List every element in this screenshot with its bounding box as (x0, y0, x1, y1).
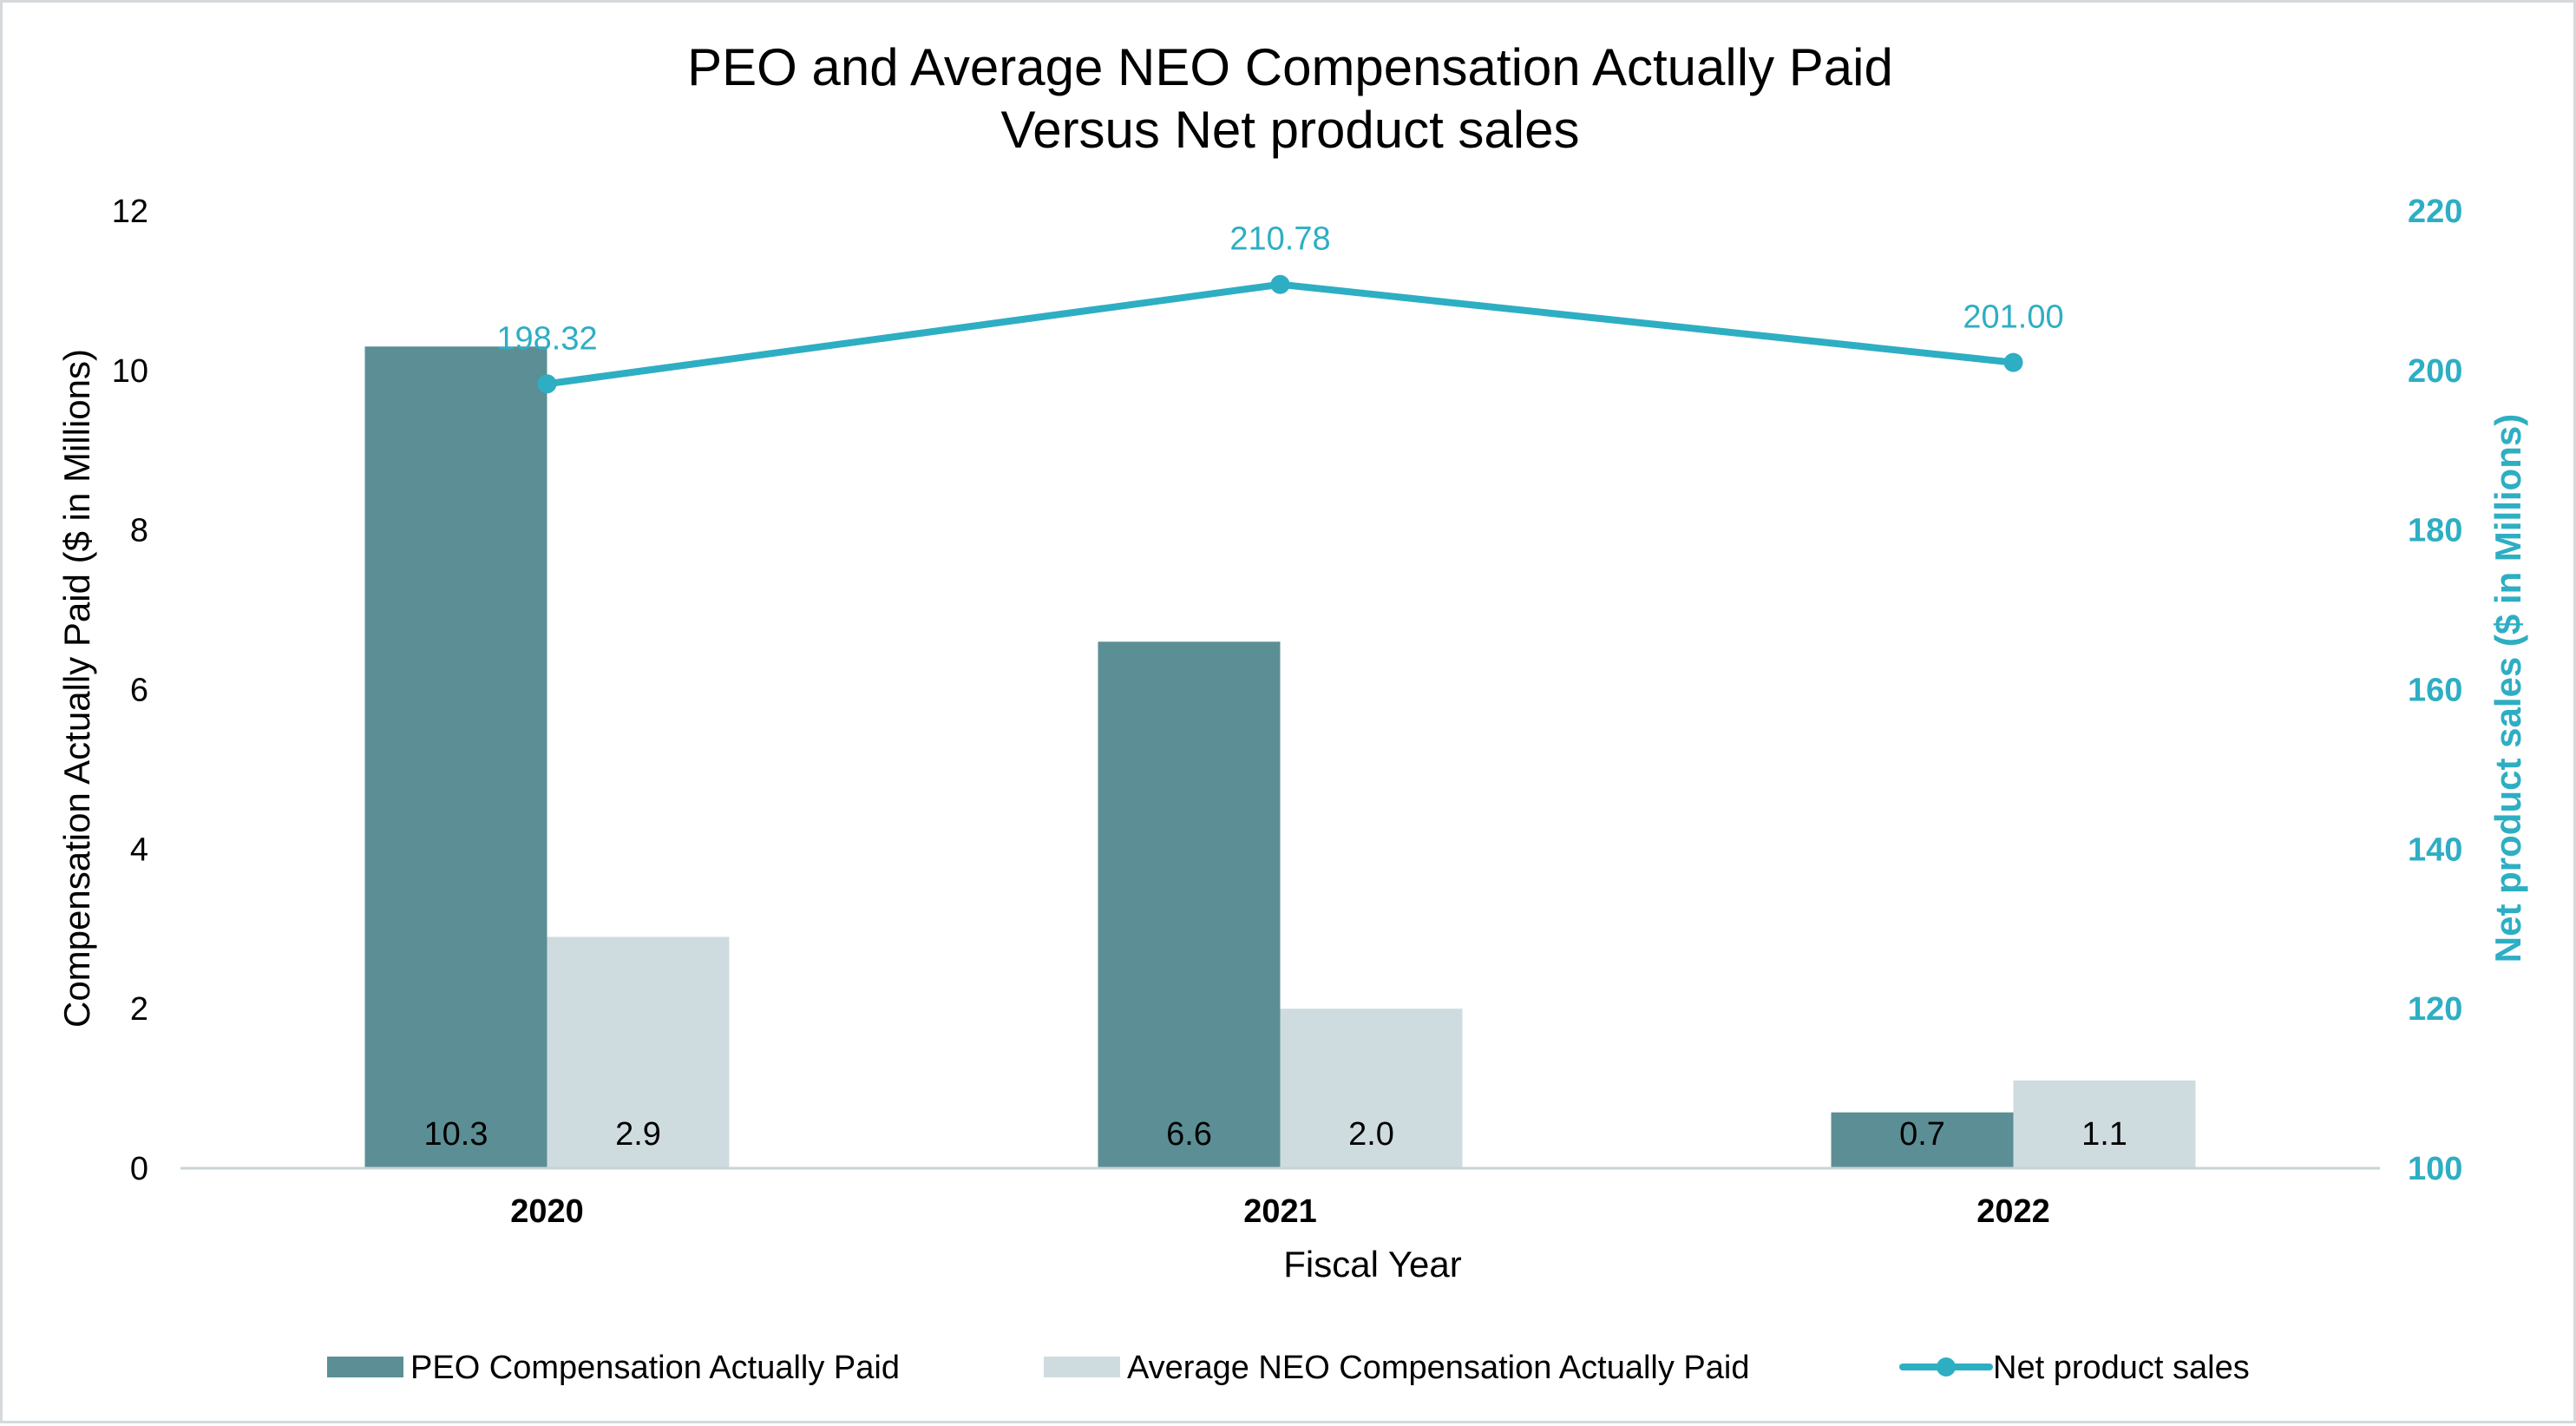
legend: PEO Compensation Actually Paid Average NE… (327, 1350, 2250, 1386)
y-tick-right: 200 (2408, 353, 2462, 390)
line-data-label: 198.32 (496, 320, 597, 357)
y-tick-right: 140 (2408, 831, 2462, 868)
legend-swatch (1044, 1357, 1120, 1377)
y-tick-right: 220 (2408, 194, 2462, 230)
y-tick-right: 100 (2408, 1151, 2462, 1187)
legend-label: PEO Compensation Actually Paid (410, 1350, 900, 1386)
bar-peo (1831, 1112, 2014, 1168)
legend-marker (1937, 1357, 1956, 1377)
bar-data-label: 0.7 (1899, 1116, 1945, 1153)
y-tick-left: 12 (112, 194, 148, 230)
chart-svg: PEO and Average NEO Compensation Actuall… (56, 38, 2528, 1386)
x-tick-label: 2021 (1243, 1193, 1317, 1230)
bar-data-label: 2.0 (1348, 1116, 1394, 1153)
bar-neo (2013, 1080, 2196, 1168)
bar-data-label: 10.3 (424, 1116, 488, 1153)
line-point (537, 374, 557, 394)
line-data-label: 210.78 (1229, 221, 1330, 258)
chart-title-line-1: PEO and Average NEO Compensation Actuall… (687, 38, 1893, 96)
bar-data-label: 6.6 (1166, 1116, 1212, 1153)
y-tick-left: 4 (130, 831, 148, 868)
plot-area: 0 2 4 6 8 10 12 100 120 140 160 180 200 220 10.3 6.6 0.7… (112, 194, 2463, 1230)
y-axis-title-right: Net product sales ($ in Millions) (2488, 414, 2528, 963)
bar-data-label: 2.9 (615, 1116, 661, 1153)
bar-neo (1280, 1009, 1463, 1168)
bar-peo (1098, 641, 1281, 1168)
line-net-product-sales (543, 280, 2017, 388)
y-axis-title-left: Compensation Actually Paid ($ in Million… (56, 349, 97, 1028)
bar-data-label: 1.1 (2081, 1116, 2127, 1153)
legend-label: Average NEO Compensation Actually Paid (1127, 1350, 1749, 1386)
line-data-label: 201.00 (1963, 299, 2063, 336)
x-axis-title: Fiscal Year (1283, 1244, 1461, 1285)
y-tick-left: 6 (130, 673, 148, 709)
y-tick-right: 120 (2408, 991, 2462, 1028)
x-tick-label: 2022 (1976, 1193, 2050, 1230)
x-tick-label: 2020 (510, 1193, 584, 1230)
legend-swatch (327, 1357, 403, 1377)
chart-title-line-2: Versus Net product sales (1000, 101, 1579, 159)
y-tick-left: 10 (112, 353, 148, 390)
line-point (2003, 352, 2023, 372)
y-tick-left: 2 (130, 991, 148, 1028)
line-point (1270, 274, 1290, 294)
y-tick-left: 8 (130, 513, 148, 549)
y-tick-right: 180 (2408, 513, 2462, 549)
bar-peo (364, 346, 547, 1169)
y-tick-left: 0 (130, 1151, 148, 1187)
legend-label: Net product sales (1993, 1350, 2250, 1386)
y-tick-right: 160 (2408, 673, 2462, 709)
bar-neo (547, 936, 730, 1168)
